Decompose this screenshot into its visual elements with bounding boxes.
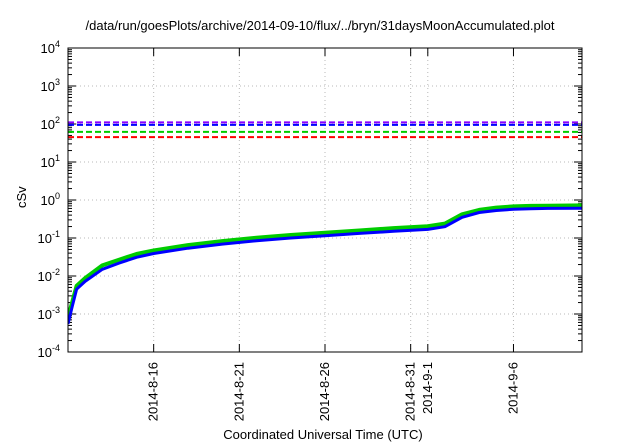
y-tick-label: 102: [41, 115, 60, 132]
chart-title: /data/run/goesPlots/archive/2014-09-10/f…: [85, 18, 555, 33]
x-tick-label: 2014-8-21: [231, 362, 246, 421]
y-tick-label: 10-1: [38, 229, 60, 246]
series-line: [68, 206, 582, 325]
y-tick-label: 10-2: [38, 267, 60, 284]
y-tick-label: 10-4: [38, 343, 60, 360]
series-line: [68, 203, 582, 319]
y-tick-label: 10-3: [38, 305, 60, 322]
x-tick-label: 2014-9-6: [505, 362, 520, 414]
y-tick-label: 101: [41, 153, 60, 170]
plot-frame: [67, 47, 583, 353]
y-tick-label: 100: [41, 191, 60, 208]
y-tick-label: 103: [41, 77, 60, 94]
x-axis-label: Coordinated Universal Time (UTC): [223, 427, 423, 442]
x-tick-label: 2014-9-1: [420, 362, 435, 414]
x-tick-label: 2014-8-16: [146, 362, 161, 421]
x-tick-label: 2014-8-31: [403, 362, 418, 421]
x-tick-label: 2014-8-26: [317, 362, 332, 421]
y-tick-label: 104: [41, 39, 60, 56]
